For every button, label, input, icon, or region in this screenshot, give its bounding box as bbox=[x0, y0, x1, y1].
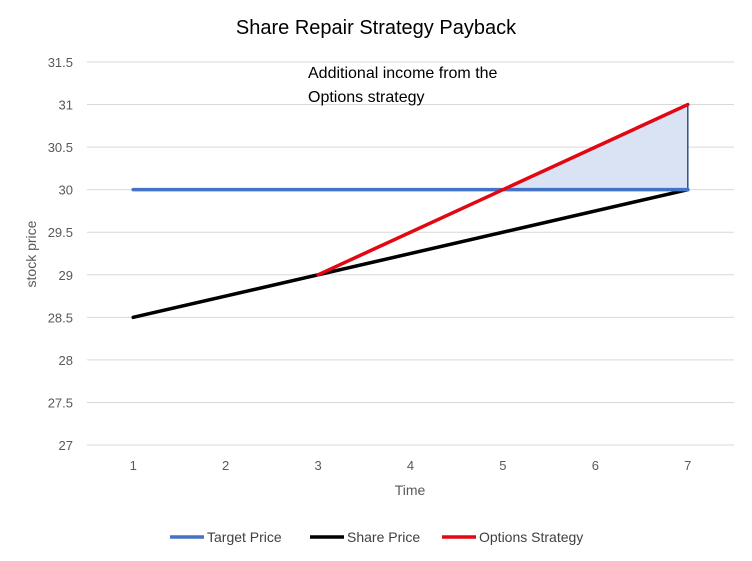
series-lines bbox=[131, 102, 690, 320]
y-tick-label: 31 bbox=[59, 98, 73, 113]
annotation-line: Additional income from the bbox=[308, 65, 498, 82]
legend-label: Share Price bbox=[347, 529, 420, 545]
legend-label: Options Strategy bbox=[479, 529, 583, 545]
x-tick-label: 6 bbox=[592, 458, 599, 473]
series-line-options-strategy bbox=[316, 102, 690, 277]
x-tick-label: 5 bbox=[499, 458, 506, 473]
y-tick-label: 30 bbox=[59, 183, 73, 198]
y-tick-label: 29.5 bbox=[48, 225, 73, 240]
y-tick-label: 30.5 bbox=[48, 140, 73, 155]
x-tick-label: 3 bbox=[314, 458, 321, 473]
legend-item: Target Price bbox=[170, 529, 282, 545]
legend-label: Target Price bbox=[207, 529, 282, 545]
x-tick-label: 2 bbox=[222, 458, 229, 473]
series-line-share-price bbox=[131, 187, 690, 320]
y-tick-label: 27.5 bbox=[48, 395, 73, 410]
annotation: Additional income from the Options strate… bbox=[308, 65, 498, 106]
x-tick-label: 4 bbox=[407, 458, 414, 473]
y-tick-label: 28 bbox=[59, 353, 73, 368]
x-axis-label: Time bbox=[395, 482, 426, 498]
annotation-line: Options strategy bbox=[308, 89, 425, 106]
x-tick-label: 7 bbox=[684, 458, 691, 473]
legend-item: Options Strategy bbox=[442, 529, 583, 545]
y-tick-label: 31.5 bbox=[48, 55, 73, 70]
y-tick-label: 28.5 bbox=[48, 310, 73, 325]
chart-title: Share Repair Strategy Payback bbox=[236, 17, 517, 39]
legend: Target Price Share Price Options Strategy bbox=[170, 529, 583, 545]
x-tick-label: 1 bbox=[130, 458, 137, 473]
legend-item: Share Price bbox=[310, 529, 420, 545]
y-tick-labels: 27 27.5 28 28.5 29 29.5 30 30.5 31 31.5 bbox=[48, 55, 73, 453]
y-axis-label: stock price bbox=[23, 220, 39, 287]
y-tick-label: 27 bbox=[59, 438, 73, 453]
x-tick-labels: 1 2 3 4 5 6 7 bbox=[130, 458, 692, 473]
y-tick-label: 29 bbox=[59, 268, 73, 283]
